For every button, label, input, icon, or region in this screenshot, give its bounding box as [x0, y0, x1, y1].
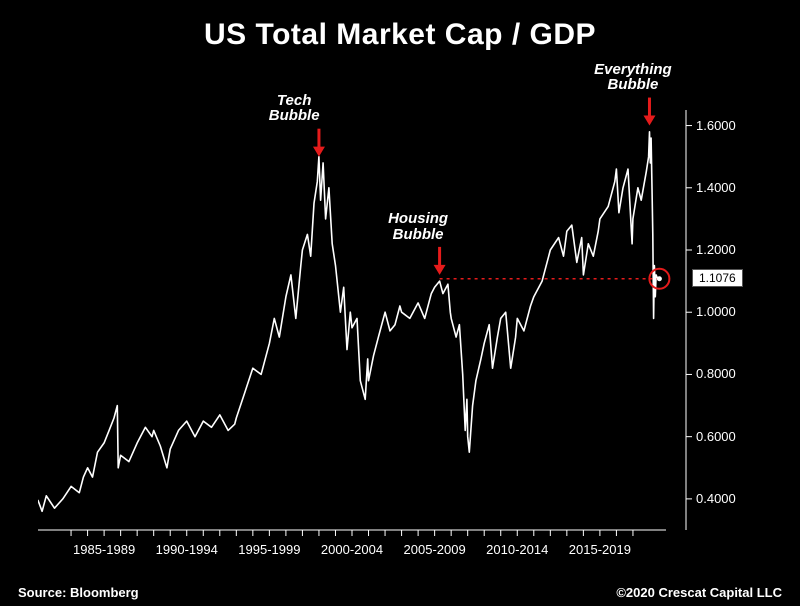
- ytick-label: 1.0000: [696, 304, 736, 319]
- xtick-label: 1995-1999: [238, 542, 300, 557]
- footer-copyright: ©2020 Crescat Capital LLC: [616, 585, 782, 600]
- annotation-label: HousingBubble: [388, 211, 448, 243]
- ytick-label: 0.6000: [696, 429, 736, 444]
- xtick-label: 2005-2009: [404, 542, 466, 557]
- annotation-label: TechBubble: [269, 93, 320, 125]
- footer-source: Source: Bloomberg: [18, 585, 139, 600]
- ytick-label: 1.4000: [696, 180, 736, 195]
- chart-svg: [38, 70, 762, 570]
- value-flag: 1.1076: [692, 269, 743, 287]
- ytick-label: 0.8000: [696, 366, 736, 381]
- xtick-label: 2010-2014: [486, 542, 548, 557]
- xtick-label: 1985-1989: [73, 542, 135, 557]
- xtick-label: 2000-2004: [321, 542, 383, 557]
- ytick-label: 0.4000: [696, 491, 736, 506]
- ytick-label: 1.6000: [696, 118, 736, 133]
- xtick-label: 1990-1994: [156, 542, 218, 557]
- chart-frame: US Total Market Cap / GDP 0.40000.60000.…: [0, 0, 800, 606]
- ytick-label: 1.2000: [696, 242, 736, 257]
- annotation-label: EverythingBubble: [594, 62, 672, 94]
- chart-area: 0.4000 0.6000 0.8000 1.0000 1.2000 1.4000 1.60…: [38, 70, 762, 570]
- xtick-label: 2015-2019: [569, 542, 631, 557]
- chart-title: US Total Market Cap / GDP: [0, 18, 800, 52]
